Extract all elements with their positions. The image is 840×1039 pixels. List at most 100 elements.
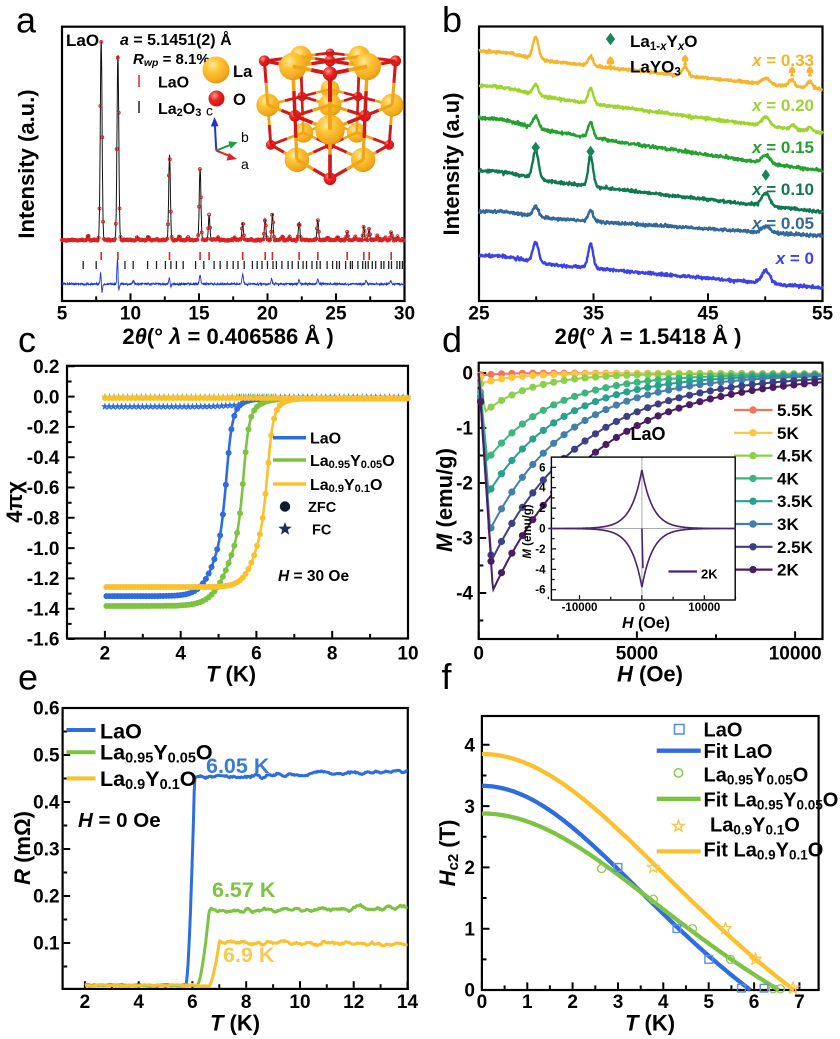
svg-text:-3: -3 [456, 529, 473, 550]
svg-text:0: 0 [464, 981, 475, 1002]
svg-text:LaO: LaO [704, 720, 743, 742]
svg-text:La2O3: La2O3 [158, 101, 201, 119]
svg-text:H = 30 Oe: H = 30 Oe [278, 568, 349, 585]
svg-text:0.0: 0.0 [33, 387, 59, 408]
svg-text:0: 0 [477, 992, 488, 1013]
svg-text:15: 15 [188, 304, 210, 325]
svg-text:ZFC: ZFC [308, 500, 337, 516]
svg-text:x = 0.05: x = 0.05 [751, 214, 814, 233]
svg-text:x = 0.33: x = 0.33 [751, 51, 814, 70]
svg-text:La: La [233, 63, 253, 81]
svg-text:30: 30 [394, 304, 415, 325]
svg-text:0.4: 0.4 [33, 793, 60, 814]
svg-text:c: c [18, 319, 36, 360]
svg-text:4: 4 [658, 992, 669, 1013]
svg-text:La0.95Y0.05O: La0.95Y0.05O [704, 765, 809, 788]
svg-text:0.3: 0.3 [33, 840, 59, 861]
svg-text:Intensity (a.u.): Intensity (a.u.) [14, 89, 39, 238]
svg-text:1: 1 [464, 919, 475, 940]
svg-text:c: c [206, 103, 213, 119]
svg-text:x = 0.15: x = 0.15 [751, 138, 814, 157]
svg-text:-1.6: -1.6 [27, 630, 60, 651]
svg-text:2: 2 [567, 992, 578, 1013]
svg-text:8: 8 [241, 992, 252, 1013]
svg-text:LaO: LaO [66, 31, 99, 50]
svg-text:3K: 3K [777, 515, 799, 534]
svg-text:3: 3 [613, 992, 624, 1013]
svg-text:5: 5 [57, 304, 68, 325]
svg-text:-4: -4 [535, 564, 546, 576]
svg-text:6.9 K: 6.9 K [223, 943, 275, 967]
svg-text:2θ(° λ = 1.5418 Å ): 2θ(° λ = 1.5418 Å ) [555, 323, 742, 349]
svg-text:10: 10 [120, 304, 141, 325]
svg-text:LaYO3: LaYO3 [630, 58, 681, 79]
svg-text:4: 4 [175, 644, 186, 665]
svg-text:a = 5.1451(2) Å: a = 5.1451(2) Å [120, 30, 232, 49]
svg-text:2K: 2K [777, 561, 799, 580]
svg-text:10: 10 [289, 992, 310, 1013]
svg-text:M (emu/g): M (emu/g) [432, 448, 457, 552]
svg-text:5000: 5000 [616, 644, 658, 665]
svg-text:5K: 5K [777, 424, 799, 443]
svg-text:Fit LaO: Fit LaO [704, 741, 773, 763]
svg-text:6: 6 [187, 992, 198, 1013]
svg-text:-1: -1 [456, 419, 473, 440]
svg-text:2.5K: 2.5K [777, 538, 814, 557]
svg-text:6: 6 [251, 644, 262, 665]
svg-text:6.05 K: 6.05 K [206, 754, 270, 778]
svg-text:4: 4 [539, 483, 546, 495]
svg-text:4K: 4K [777, 469, 799, 488]
svg-text:FC: FC [312, 523, 332, 539]
svg-text:0.6: 0.6 [33, 699, 59, 720]
svg-text:0.2: 0.2 [33, 887, 59, 908]
svg-text:6: 6 [749, 992, 760, 1013]
svg-text:20: 20 [257, 304, 278, 325]
svg-text:a: a [16, 0, 37, 40]
svg-text:b: b [241, 129, 249, 145]
svg-text:2: 2 [539, 503, 545, 515]
svg-text:x = 0: x = 0 [775, 249, 814, 268]
svg-text:d: d [442, 319, 462, 360]
svg-text:La0.9Y0.1O: La0.9Y0.1O [710, 815, 800, 838]
svg-text:La0.9Y0.1O: La0.9Y0.1O [310, 477, 382, 495]
svg-text:-1.4: -1.4 [27, 599, 60, 620]
svg-text:35: 35 [583, 304, 605, 325]
svg-text:x = 0.20: x = 0.20 [751, 96, 814, 115]
svg-text:R (mΩ): R (mΩ) [10, 811, 35, 885]
svg-text:O: O [233, 91, 246, 109]
svg-text:12: 12 [343, 992, 364, 1013]
svg-text:4πχ: 4πχ [2, 481, 27, 523]
svg-text:0.1: 0.1 [33, 934, 60, 955]
svg-text:T (K): T (K) [206, 662, 256, 687]
svg-text:4: 4 [133, 992, 144, 1013]
svg-text:-2: -2 [456, 474, 473, 495]
svg-text:6.57 K: 6.57 K [212, 878, 276, 902]
svg-text:H (Oe): H (Oe) [622, 615, 670, 632]
svg-text:e: e [18, 657, 38, 698]
svg-text:2: 2 [80, 992, 91, 1013]
svg-text:7: 7 [794, 992, 805, 1013]
svg-text:10: 10 [397, 644, 418, 665]
svg-text:6: 6 [539, 462, 545, 474]
svg-text:La0.95Y0.05O: La0.95Y0.05O [310, 453, 395, 471]
svg-text:0.2: 0.2 [33, 357, 59, 378]
svg-text:Intensity (a.u): Intensity (a.u) [439, 92, 464, 235]
svg-text:LaO: LaO [100, 720, 142, 744]
svg-text:f: f [442, 656, 453, 697]
svg-text:H = 0 Oe: H = 0 Oe [78, 809, 161, 832]
svg-text:0: 0 [462, 364, 473, 385]
svg-text:LaO: LaO [310, 431, 341, 448]
svg-text:-0.4: -0.4 [27, 448, 60, 469]
svg-text:2θ(° λ = 0.406586 Å ): 2θ(° λ = 0.406586 Å ) [122, 323, 333, 349]
svg-text:T (K): T (K) [210, 1011, 260, 1036]
svg-text:LaO: LaO [630, 424, 665, 444]
svg-text:La0.9Y0.1O: La0.9Y0.1O [100, 767, 197, 793]
svg-text:2K: 2K [701, 567, 718, 582]
svg-text:0: 0 [639, 602, 645, 614]
svg-text:LaO: LaO [158, 75, 189, 92]
svg-text:45: 45 [697, 304, 719, 325]
svg-text:H (Oe): H (Oe) [617, 662, 683, 687]
svg-text:55: 55 [812, 304, 834, 325]
svg-text:3.5K: 3.5K [777, 492, 814, 511]
svg-text:4.5K: 4.5K [777, 447, 814, 466]
